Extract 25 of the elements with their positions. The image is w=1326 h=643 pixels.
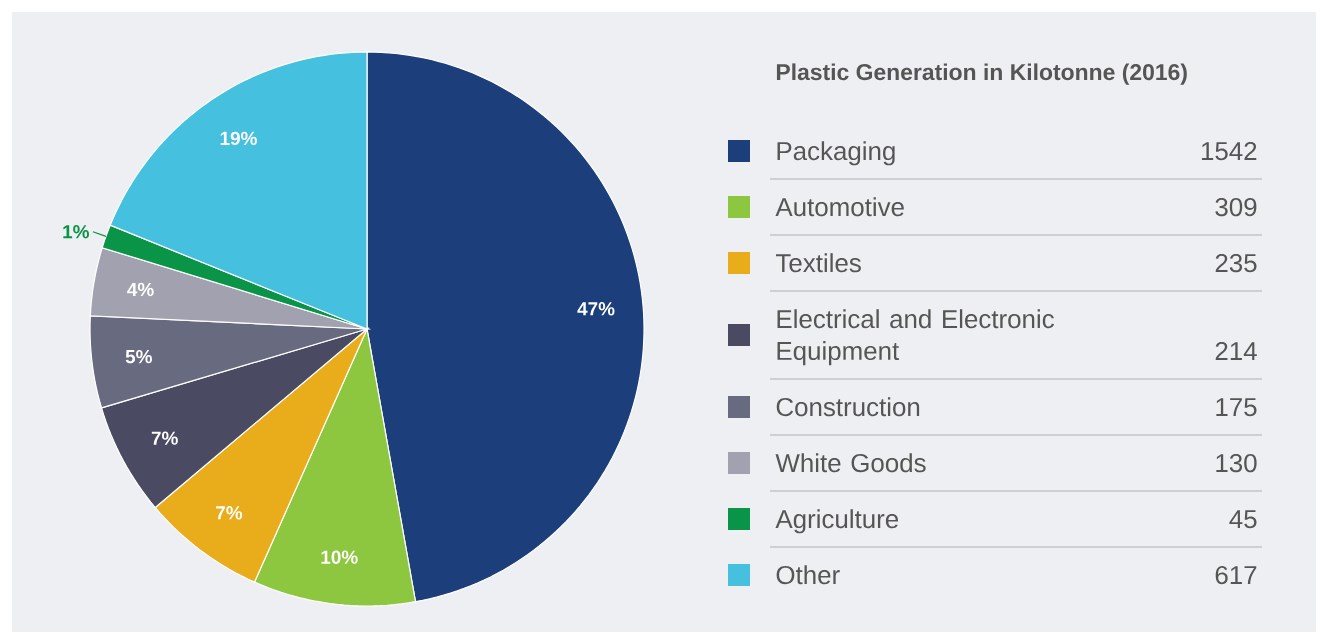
text: 4% (127, 282, 154, 297)
legend-label: Electrical and Electronic Equipment (777, 309, 1054, 366)
text: 7% (151, 431, 178, 445)
text: 5% (125, 349, 152, 364)
text: 47% (577, 302, 615, 316)
data-label: 235 (1215, 253, 1257, 273)
data-label: 175 (1216, 398, 1257, 417)
text: Plastic Generation in Kilotonne (2016) (776, 63, 1187, 85)
data-label: 1542 (1201, 141, 1257, 161)
data-label: 309 (1215, 197, 1257, 217)
data-label: 617 (1215, 565, 1257, 585)
data-label: 130 (1216, 453, 1257, 473)
data-label: 45 (1229, 510, 1257, 529)
legend-label: Packaging (777, 141, 895, 166)
legend-label: Automotive (775, 197, 904, 217)
data-label: 214 (1215, 341, 1257, 360)
text: 10% (321, 550, 358, 564)
text: 1% (63, 225, 90, 239)
legend-label: Textiles (776, 253, 861, 273)
legend-label: Construction (776, 397, 920, 417)
text: 19% (220, 131, 257, 146)
legend-label: Agriculture (775, 509, 899, 534)
legend-label: Other (776, 565, 840, 585)
legend-label: White Goods (775, 453, 926, 473)
text: 7% (216, 506, 243, 520)
